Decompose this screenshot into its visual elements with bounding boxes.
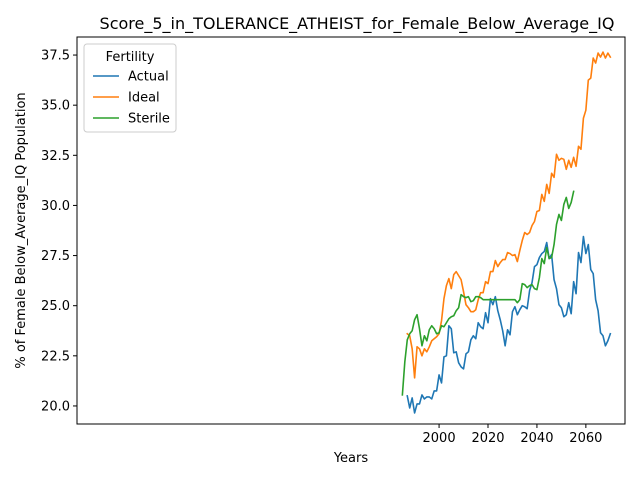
legend-label-ideal: Ideal — [128, 91, 160, 106]
y-tick-label: 27.5 — [41, 249, 70, 264]
x-tick-label: 2040 — [520, 431, 553, 446]
x-tick-label: 2000 — [423, 431, 456, 446]
y-tick-label: 37.5 — [41, 49, 70, 64]
y-tick-label: 20.0 — [41, 399, 70, 414]
x-tick-label: 2020 — [471, 431, 504, 446]
plot-area: 2000 2020 2040 2060 20.0 22.5 25.0 27.5 30.0 32.… — [41, 36, 626, 446]
chart-title: Score_5_in_TOLERANCE_ATHEIST_for_Female_… — [100, 14, 615, 34]
y-axis-ticks: 20.0 22.5 25.0 27.5 30.0 32.5 35.0 37.5 — [41, 49, 77, 414]
legend-title: Fertility — [106, 50, 155, 65]
legend: Fertility Actual Ideal Sterile — [83, 43, 177, 133]
x-axis-ticks: 2000 2020 2040 2060 — [423, 424, 602, 446]
y-tick-label: 32.5 — [41, 149, 70, 164]
axes-frame — [76, 36, 626, 425]
series-line-sterile — [401, 190, 575, 396]
y-tick-label: 30.0 — [41, 199, 70, 214]
legend-label-sterile: Sterile — [128, 112, 170, 127]
y-axis-label: % of Female Below_Average_IQ Population — [14, 92, 29, 368]
series-line-ideal — [406, 51, 612, 379]
series-layer — [401, 51, 612, 414]
legend-frame — [83, 43, 177, 133]
y-tick-label: 22.5 — [41, 349, 70, 364]
x-tick-label: 2060 — [569, 431, 602, 446]
y-tick-label: 35.0 — [41, 99, 70, 114]
y-tick-label: 25.0 — [41, 299, 70, 314]
x-axis-label: Years — [333, 451, 369, 466]
legend-items: Actual Ideal Sterile — [93, 70, 170, 127]
series-line-actual — [406, 235, 612, 414]
legend-label-actual: Actual — [128, 70, 169, 85]
